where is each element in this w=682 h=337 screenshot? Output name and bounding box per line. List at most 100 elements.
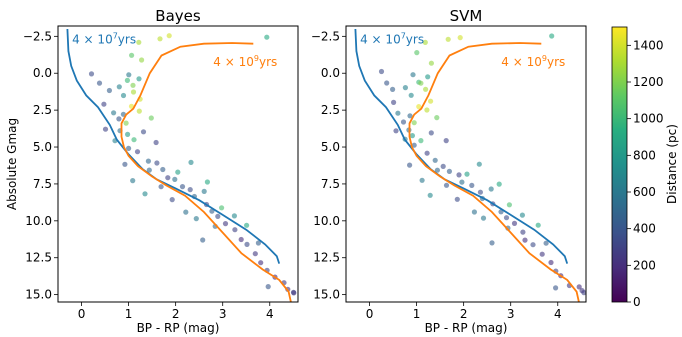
scatter-point	[244, 222, 250, 228]
y-tick-label: 10.0	[313, 214, 340, 228]
scatter-point	[432, 157, 438, 163]
scatter-point	[264, 34, 270, 40]
scatter-point	[145, 158, 151, 164]
scatter-point	[511, 220, 518, 226]
isochrone-label: 4 × 107yrs	[72, 32, 136, 47]
scatter-point	[136, 108, 142, 114]
x-axis-label: BP - RP (mag)	[137, 321, 220, 335]
scatter-point	[378, 68, 385, 75]
scatter-point	[255, 240, 261, 246]
isochrone-line	[354, 28, 569, 264]
scatter-point	[88, 71, 95, 77]
scatter-point	[193, 216, 199, 222]
scatter-point	[519, 212, 526, 218]
scatter-point	[428, 130, 434, 136]
scatter-point	[548, 259, 554, 266]
scatter-point	[153, 139, 159, 146]
scatter-point	[579, 288, 585, 294]
scatter-point	[158, 184, 164, 190]
scatter-point	[136, 76, 142, 82]
scatter-point	[423, 86, 429, 92]
scatter-point	[130, 178, 136, 184]
scatter-point	[231, 213, 237, 219]
scatter-point	[126, 72, 132, 78]
scatter-point	[543, 240, 549, 246]
scatter-point	[102, 126, 109, 132]
axis-ticks: 0 1 2 3 4 −2.5 0.0 2.5 5.0 7.5 10.0 12.5 15.0	[311, 29, 562, 321]
scatter-point	[131, 137, 137, 143]
y-tick-label: 5.0	[321, 140, 340, 154]
scatter-point	[469, 182, 475, 188]
y-tick-label: 2.5	[321, 103, 340, 117]
scatter-point	[477, 189, 483, 195]
scatter-point	[476, 161, 482, 167]
scatter-point	[291, 290, 297, 296]
scatter-point	[425, 74, 431, 80]
scatter-panel-bayes: Bayes BP - RP (mag) 0 1 2 3 4 −2.5 0.0 2.5 5.0 7.…	[23, 7, 299, 335]
scatter-point	[116, 84, 122, 90]
isochrone-label: 4 × 107yrs	[360, 32, 424, 47]
y-tick-label: 15.0	[313, 288, 340, 302]
scatter-point	[179, 184, 186, 190]
scatter-point	[134, 149, 141, 155]
scatter-point	[506, 202, 512, 208]
scatter-point	[124, 77, 130, 83]
scatter-point	[238, 236, 244, 243]
axis-ticks: 0 1 2 3 4 −2.5 0.0 2.5 5.0 7.5 10.0 12.5 15.0	[23, 29, 274, 321]
scatter-point	[126, 145, 132, 151]
scatter-point	[454, 196, 460, 202]
scatter-point	[395, 110, 401, 116]
scatter-point	[414, 50, 420, 56]
scatter-point	[390, 86, 396, 92]
axes-frame	[57, 25, 299, 303]
scatter-point	[424, 150, 430, 156]
scatter-point	[165, 175, 171, 181]
scatter-point	[244, 241, 250, 247]
scatter-point	[459, 179, 465, 185]
scatter-panel-svm: SVM BP - RP (mag) 0 1 2 3 4 −2.5 0.0 2.5 5.0 7.5 1…	[311, 7, 587, 335]
y-tick-label: 5.0	[33, 140, 52, 154]
scatter-point	[434, 167, 440, 173]
scatter-point	[183, 209, 189, 215]
scatter-point	[125, 131, 131, 137]
scatter-point	[428, 60, 434, 66]
scatter-point	[122, 161, 128, 167]
scatter-point	[553, 285, 559, 291]
isochrone-label: 4 × 109yrs	[213, 54, 277, 69]
scatter-point	[410, 72, 416, 78]
y-tick-label: −2.5	[23, 29, 52, 43]
scatter-point	[393, 128, 399, 134]
x-tick-label: 3	[219, 307, 227, 321]
scatter-point	[443, 182, 450, 188]
scatter-point	[130, 82, 136, 88]
y-tick-label: 2.5	[33, 103, 52, 117]
scatter-point	[384, 80, 390, 86]
scatter-point	[480, 215, 487, 221]
scatter-point	[503, 215, 510, 221]
colorbar-tick-label: 800	[633, 148, 656, 162]
scatter-point	[522, 237, 528, 243]
x-tick-label: 0	[366, 307, 374, 321]
colorbar-tick-label: 400	[633, 222, 656, 236]
isochrone-line	[408, 42, 580, 302]
y-tick-label: 12.5	[25, 251, 52, 265]
scatter-point	[443, 138, 449, 144]
colorbar-tick-label: 200	[633, 258, 656, 272]
axes-frame	[345, 25, 587, 303]
y-tick-label: 7.5	[321, 177, 340, 191]
scatter-point	[222, 221, 229, 227]
colorbar-ticks: 0 200 400 600 800 1000 1200 1400	[627, 38, 664, 309]
y-tick-label: 12.5	[313, 251, 340, 265]
x-tick-label: 1	[413, 307, 421, 321]
scatter-point	[440, 163, 446, 169]
colorbar-label: Distance (pc)	[665, 124, 679, 204]
scatter-point	[232, 227, 238, 233]
scatter-point	[142, 191, 148, 197]
x-tick-label: 0	[78, 307, 86, 321]
scatter-point	[471, 209, 477, 215]
x-axis-label: BP - RP (mag)	[425, 321, 508, 335]
plot-area	[354, 28, 586, 302]
panel-title: Bayes	[155, 7, 201, 25]
scatter-point	[402, 85, 408, 91]
scatter-point	[424, 107, 430, 113]
